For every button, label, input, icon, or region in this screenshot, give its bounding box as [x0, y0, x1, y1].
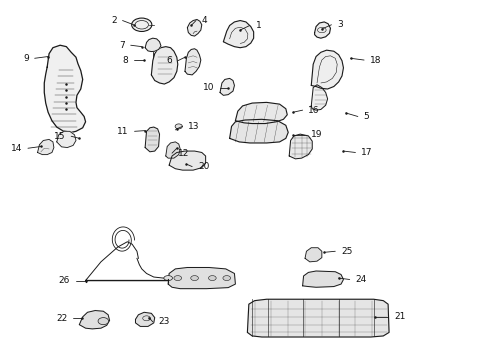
Text: 10: 10 — [203, 83, 214, 92]
Polygon shape — [38, 139, 54, 154]
Text: 22: 22 — [56, 314, 67, 323]
Polygon shape — [247, 299, 389, 337]
Text: 11: 11 — [117, 127, 129, 136]
Text: 6: 6 — [166, 56, 172, 65]
Ellipse shape — [175, 124, 182, 129]
Polygon shape — [187, 19, 202, 36]
Polygon shape — [289, 134, 312, 159]
Text: 25: 25 — [341, 247, 352, 256]
Polygon shape — [44, 45, 86, 132]
Polygon shape — [57, 131, 76, 148]
Text: 1: 1 — [256, 21, 261, 30]
Ellipse shape — [174, 276, 182, 280]
Text: 21: 21 — [394, 312, 405, 321]
Polygon shape — [79, 311, 110, 329]
Polygon shape — [315, 22, 330, 38]
Polygon shape — [151, 47, 178, 84]
Ellipse shape — [191, 276, 198, 280]
Text: 4: 4 — [202, 16, 207, 25]
Text: 23: 23 — [159, 317, 170, 326]
Polygon shape — [311, 85, 328, 110]
Polygon shape — [303, 271, 343, 287]
Text: 14: 14 — [11, 144, 22, 153]
Polygon shape — [235, 102, 287, 123]
Polygon shape — [311, 50, 343, 89]
Polygon shape — [185, 49, 201, 75]
Polygon shape — [168, 267, 235, 289]
Text: 26: 26 — [59, 276, 70, 285]
Polygon shape — [169, 151, 206, 170]
Text: 19: 19 — [311, 130, 322, 139]
Text: 7: 7 — [119, 41, 125, 50]
Ellipse shape — [209, 276, 216, 280]
Polygon shape — [223, 21, 254, 48]
Text: 5: 5 — [364, 112, 369, 121]
Text: 24: 24 — [355, 275, 367, 284]
Polygon shape — [305, 248, 322, 262]
Text: 20: 20 — [198, 162, 209, 171]
Text: 2: 2 — [111, 16, 117, 25]
Text: 16: 16 — [308, 105, 320, 114]
Polygon shape — [230, 119, 288, 143]
Text: 13: 13 — [188, 122, 200, 131]
Polygon shape — [145, 127, 160, 152]
Ellipse shape — [164, 276, 172, 280]
Polygon shape — [220, 78, 234, 95]
Text: 9: 9 — [23, 54, 29, 63]
Text: 12: 12 — [178, 149, 189, 158]
Text: 3: 3 — [337, 20, 343, 29]
Text: 18: 18 — [370, 55, 381, 64]
Polygon shape — [145, 38, 161, 51]
Text: 17: 17 — [361, 148, 373, 157]
Polygon shape — [166, 142, 180, 158]
Text: 15: 15 — [54, 132, 65, 141]
Ellipse shape — [223, 276, 231, 280]
Polygon shape — [136, 312, 155, 327]
Ellipse shape — [132, 18, 152, 31]
Text: 8: 8 — [122, 55, 128, 64]
Ellipse shape — [98, 318, 109, 325]
